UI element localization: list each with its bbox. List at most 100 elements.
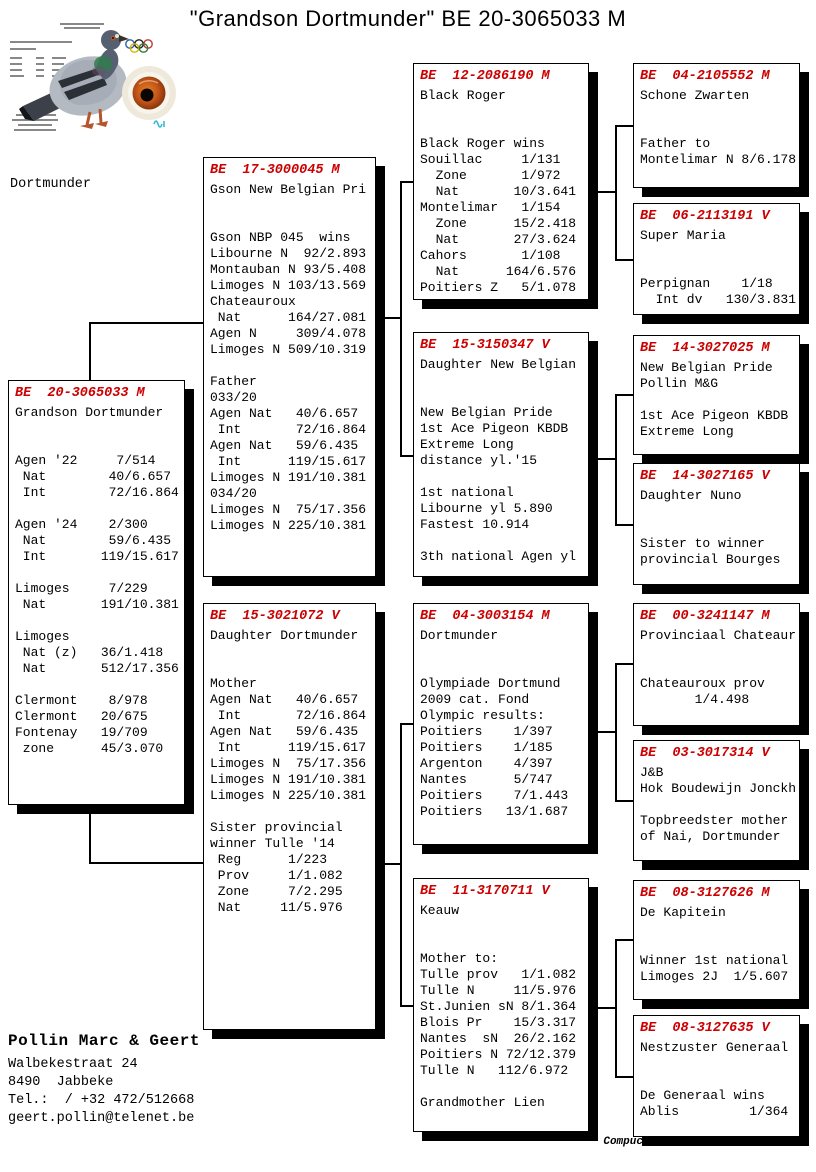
pigeon-results: Chateauroux prov 1/4.498	[640, 676, 765, 707]
connector-line	[89, 322, 203, 324]
pigeon-results: Mother Agen Nat 40/6.657 Int 72/16.864 A…	[210, 676, 367, 915]
pedigree-box-grandfather-paternal: BE 12-2086190 M Black Roger Black Roger …	[413, 63, 589, 300]
ring-number: BE 04-3003154 M	[420, 609, 550, 624]
ring-number: BE 17-3000045 M	[210, 163, 340, 178]
pigeon-photo	[8, 8, 190, 138]
connector-line	[400, 723, 402, 1007]
connector-line	[615, 663, 633, 665]
ring-number: BE 04-2105552 M	[640, 69, 770, 84]
connector-line	[400, 1005, 413, 1007]
pigeon-results: Gson NBP 045 wins Libourne N 92/2.893 Mo…	[210, 230, 367, 533]
pigeon-results: Winner 1st national Limoges 2J 1/5.607	[640, 953, 789, 984]
pigeon-results: Mother to: Tulle prov 1/1.082 Tulle N 11…	[420, 951, 577, 1110]
pedigree-box-greatgrandparent-2: BE 06-2113191 V Super Maria Perpignan 1/…	[633, 203, 800, 315]
connector-line	[615, 524, 633, 526]
pigeon-figure	[19, 30, 129, 129]
connector-line	[376, 317, 402, 319]
pigeon-name: Schone Zwarten	[640, 88, 750, 103]
pedigree-box-greatgrandparent-4: BE 14-3027165 V Daughter Nuno Sister to …	[633, 463, 800, 585]
signature-mark	[153, 120, 165, 128]
connector-line	[400, 181, 402, 457]
ring-number: BE 14-3027165 V	[640, 469, 770, 484]
owner-block: Pollin Marc & Geert Walbekestraat 24 849…	[8, 1032, 200, 1128]
connector-line	[589, 458, 617, 460]
connector-line	[589, 731, 617, 733]
connector-line	[589, 191, 617, 193]
pedigree-box-greatgrandparent-7: BE 08-3127626 M De Kapitein Winner 1st n…	[633, 880, 800, 1000]
pigeon-name: De Kapitein	[640, 905, 726, 920]
pigeon-results: De Generaal wins Ablis 1/364	[640, 1088, 789, 1119]
pigeon-name: Gson New Belgian Pri	[210, 182, 367, 197]
pigeon-name: Provinciaal Chateaur	[640, 628, 797, 643]
eye-photo	[122, 66, 176, 120]
ring-number: BE 03-3017314 V	[640, 746, 770, 761]
pedigree-box-greatgrandparent-1: BE 04-2105552 M Schone Zwarten Father to…	[633, 63, 800, 188]
connector-line	[615, 125, 633, 127]
owner-name: Pollin Marc & Geert	[8, 1032, 200, 1050]
connector-line	[89, 862, 203, 864]
pigeon-name: Nestzuster Generaal	[640, 1040, 789, 1055]
pedigree-box-greatgrandparent-5: BE 00-3241147 M Provinciaal Chateaur Cha…	[633, 603, 800, 726]
pedigree-box-subject: BE 20-3065033 M Grandson Dortmunder Agen…	[8, 380, 185, 805]
connector-line	[615, 939, 617, 1078]
pigeon-results: Hok Boudewijn Jonckh Topbreedster mother…	[640, 781, 797, 844]
pedigree-box-mother: BE 15-3021072 V Daughter Dortmunder Moth…	[203, 603, 376, 1030]
ring-number: BE 20-3065033 M	[15, 386, 145, 401]
pedigree-box-greatgrandparent-8: BE 08-3127635 V Nestzuster Generaal De G…	[633, 1015, 800, 1137]
ring-number: BE 15-3150347 V	[420, 338, 550, 353]
pigeon-results: Perpignan 1/18 Int dv 130/3.831	[640, 276, 797, 307]
pigeon-results: Olympiade Dortmund 2009 cat. Fond Olympi…	[420, 676, 569, 819]
connector-line	[615, 394, 633, 396]
connector-line	[589, 1007, 617, 1009]
pigeon-results: Pollin M&G 1st Ace Pigeon KBDB Extreme L…	[640, 376, 789, 439]
pedigree-box-grandmother-paternal: BE 15-3150347 V Daughter New Belgian New…	[413, 332, 589, 577]
ring-number: BE 08-3127626 M	[640, 886, 770, 901]
pedigree-box-grandmother-maternal: BE 11-3170711 V Keauw Mother to: Tulle p…	[413, 878, 589, 1132]
pigeon-name: Daughter Dortmunder	[210, 628, 359, 643]
owner-address: Walbekestraat 24 8490 Jabbeke Tel.: / +3…	[8, 1057, 195, 1126]
pigeon-results: Agen '22 7/514 Nat 40/6.657 Int 72/16.86…	[15, 453, 179, 756]
connector-line	[400, 181, 413, 183]
connector-line	[615, 663, 617, 802]
connector-line	[89, 804, 91, 864]
pedigree-box-father: BE 17-3000045 M Gson New Belgian Pri Gso…	[203, 157, 376, 577]
pigeon-results: New Belgian Pride 1st Ace Pigeon KBDB Ex…	[420, 405, 577, 564]
ring-number: BE 15-3021072 V	[210, 609, 340, 624]
pedigree-box-grandfather-maternal: BE 04-3003154 M Dortmunder Olympiade Dor…	[413, 603, 589, 845]
strain-label: Dortmunder	[10, 177, 92, 192]
pigeon-image	[10, 23, 176, 131]
connector-line	[615, 394, 617, 526]
connector-line	[615, 800, 633, 802]
pedigree-box-greatgrandparent-3: BE 14-3027025 M New Belgian Pride Pollin…	[633, 335, 800, 455]
page-title: "Grandson Dortmunder" BE 20-3065033 M	[189, 6, 627, 31]
ring-number: BE 14-3027025 M	[640, 341, 770, 356]
ring-number: BE 12-2086190 M	[420, 69, 550, 84]
olympic-rings-icon	[125, 39, 153, 53]
pigeon-results: Father to Montelimar N 8/6.178	[640, 136, 797, 167]
footer-credit: Compuclub © Pollin Marc & Geert	[603, 1136, 808, 1148]
pigeon-name: J&B	[640, 765, 664, 780]
pigeon-results: Black Roger wins Souillac 1/131 Zone 1/9…	[420, 136, 577, 295]
pigeon-name: Super Maria	[640, 228, 726, 243]
ring-number: BE 11-3170711 V	[420, 884, 550, 899]
connector-line	[400, 455, 413, 457]
ring-number: BE 08-3127635 V	[640, 1021, 770, 1036]
connector-line	[615, 125, 617, 261]
connector-line	[615, 1076, 633, 1078]
connector-line	[615, 939, 633, 941]
connector-line	[615, 259, 633, 261]
pigeon-name: Keauw	[420, 903, 460, 918]
pigeon-name: Daughter New Belgian	[420, 357, 577, 372]
pigeon-name: New Belgian Pride	[640, 360, 773, 375]
pigeon-name: Black Roger	[420, 88, 506, 103]
connector-line	[376, 863, 402, 865]
ring-number: BE 06-2113191 V	[640, 209, 770, 224]
pedigree-box-greatgrandparent-6: BE 03-3017314 V J&B Hok Boudewijn Jonckh…	[633, 740, 800, 861]
pigeon-name: Grandson Dortmunder	[15, 405, 164, 420]
pigeon-name: Dortmunder	[420, 628, 499, 643]
pigeon-name: Daughter Nuno	[640, 488, 742, 503]
pigeon-results: Sister to winner provincial Bourges	[640, 536, 781, 567]
connector-line	[89, 322, 91, 382]
ring-number: BE 00-3241147 M	[640, 609, 770, 624]
